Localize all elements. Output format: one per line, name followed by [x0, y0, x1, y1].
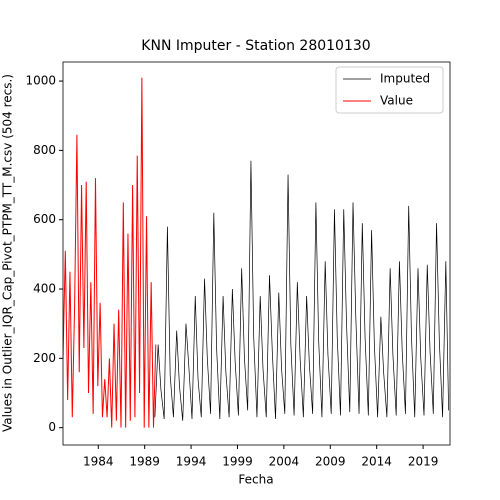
x-tick-label: 2009: [315, 455, 346, 469]
x-tick-label: 1994: [176, 455, 207, 469]
y-tick-label: 800: [33, 143, 56, 157]
x-tick-label: 1999: [222, 455, 253, 469]
data-line: [63, 77, 157, 428]
data-line: [154, 160, 449, 421]
chart-title: KNN Imputer - Station 28010130: [141, 38, 370, 54]
y-tick-label: 600: [33, 212, 56, 226]
y-tick-label: 1000: [25, 74, 56, 88]
y-tick-label: 400: [33, 282, 56, 296]
x-tick-label: 2004: [269, 455, 300, 469]
legend-label: Value: [380, 94, 413, 108]
y-tick-label: 200: [33, 351, 56, 365]
x-tick-label: 1989: [129, 455, 160, 469]
x-tick-label: 2019: [408, 455, 439, 469]
y-tick-label: 0: [48, 420, 56, 434]
legend-label: Imputed: [380, 72, 430, 86]
x-tick-label: 1984: [83, 455, 114, 469]
x-axis-label: Fecha: [238, 473, 273, 487]
plot-frame: [62, 61, 451, 446]
y-axis-label: Values in Outlier_IQR_Cap_Pivot_PTPM_TT_…: [1, 74, 15, 432]
x-tick-label: 2014: [361, 455, 392, 469]
